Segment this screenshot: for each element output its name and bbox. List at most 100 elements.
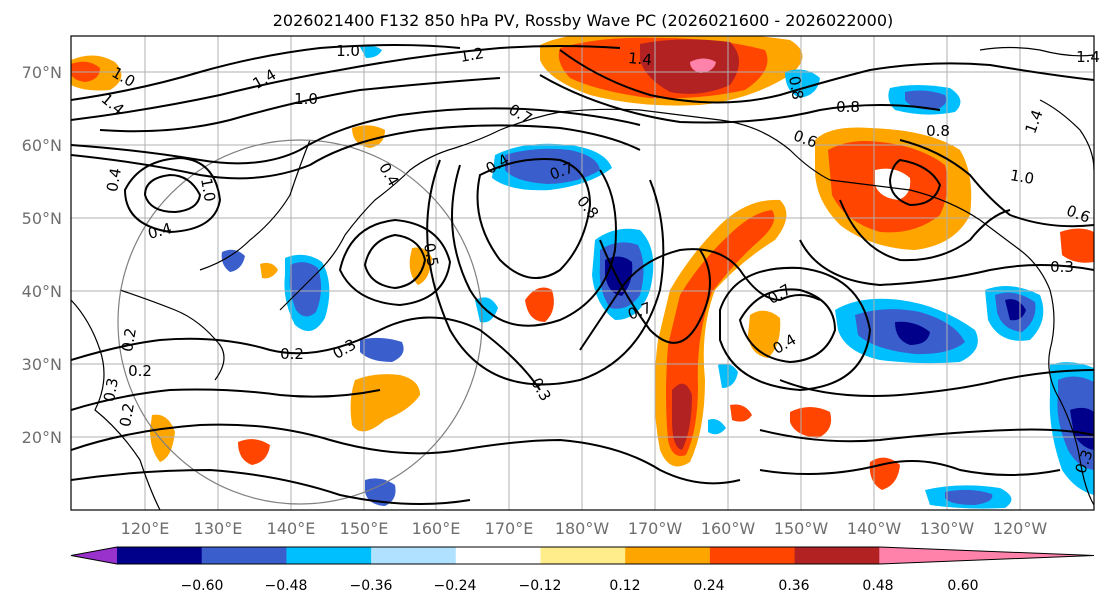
colorbar-tick-labels: −0.60 −0.48 −0.36 −0.24 −0.12 0.12 0.24 … <box>181 578 979 594</box>
anomaly-negative <box>289 262 322 317</box>
colorbar-segment <box>540 547 626 564</box>
lon-label: 170°W <box>628 519 683 538</box>
contour-label: 0.3 <box>100 377 122 404</box>
contour-label: 1.4 <box>627 49 652 69</box>
lon-label: 130°E <box>194 519 243 538</box>
lat-label: 50°N <box>22 209 62 228</box>
contour-label: 0.2 <box>280 345 304 363</box>
contour-label: 0.8 <box>926 122 950 140</box>
contour-label: 0.5 <box>420 242 442 269</box>
anomaly-positive <box>690 58 716 73</box>
lon-label: 160°W <box>701 519 756 538</box>
contour-label: 1.4 <box>1076 48 1100 66</box>
colorbar-tick-label: 0.60 <box>947 578 978 594</box>
contour-label: 0.2 <box>116 402 138 429</box>
map-frame <box>70 35 1095 511</box>
longitude-labels: 120°E 130°E 140°E 150°E 160°E 170°E 180°… <box>121 519 1048 538</box>
anomaly-positive <box>350 374 420 432</box>
anomaly-positive <box>730 404 752 422</box>
anomaly-positive <box>640 39 739 94</box>
graticule <box>71 36 1094 510</box>
contour-label: 1.0 <box>197 177 219 204</box>
lon-label: 170°E <box>485 519 534 538</box>
colorbar-segment <box>117 547 203 564</box>
colorbar-segment <box>709 547 796 564</box>
anomaly-negative <box>365 478 396 506</box>
colorbar-segment <box>625 547 711 564</box>
lon-label: 160°E <box>412 519 461 538</box>
lat-label: 40°N <box>22 282 62 301</box>
contour-label: 0.3 <box>1050 258 1074 276</box>
lat-label: 70°N <box>22 63 62 82</box>
anomaly-positive <box>672 383 692 450</box>
contour-label: 1.0 <box>336 42 360 60</box>
anomaly-positive <box>875 168 911 200</box>
colorbar-tick-label: −0.36 <box>350 578 393 594</box>
anomaly-positive <box>238 439 270 465</box>
lon-label: 140°E <box>267 519 316 538</box>
anomaly-positive <box>790 407 832 438</box>
lon-label: 150°E <box>340 519 389 538</box>
lat-label: 30°N <box>22 355 62 374</box>
colorbar-tick-label: −0.12 <box>519 578 562 594</box>
contour-label: 0.8 <box>836 98 860 116</box>
colorbar-tick-label: 0.48 <box>862 578 893 594</box>
anomaly-negative <box>1070 407 1094 450</box>
anomaly-negative <box>1005 299 1026 321</box>
contour-label: 0.4 <box>103 167 125 194</box>
anomaly-positive <box>260 262 278 279</box>
reference-circle <box>117 139 483 505</box>
anomaly-negative <box>505 148 600 184</box>
colorbar <box>70 546 1095 565</box>
contour-label: 0.2 <box>128 362 152 380</box>
colorbar-segment <box>455 547 541 564</box>
colorbar-segment <box>794 547 880 564</box>
lon-label: 120°E <box>121 519 170 538</box>
colorbar-tick-label: −0.60 <box>181 578 224 594</box>
anomaly-shading <box>71 36 1094 509</box>
anomaly-negative <box>945 489 993 505</box>
lon-label: 130°W <box>920 519 975 538</box>
map-area <box>71 36 1094 510</box>
pv-contours <box>71 44 1094 505</box>
anomaly-negative <box>895 321 930 345</box>
colorbar-outline <box>70 546 1095 565</box>
latitude-labels: 70°N 60°N 50°N 40°N 30°N 20°N <box>22 63 62 447</box>
contour-label: 0.2 <box>118 327 140 354</box>
anomaly-negative <box>360 337 404 362</box>
anomaly-negative <box>708 419 726 435</box>
colorbar-tick-label: −0.24 <box>434 578 477 594</box>
contour-label: 1.0 <box>1009 166 1036 188</box>
contour-label: 0.8 <box>785 75 807 102</box>
colorbar-segment <box>201 547 287 564</box>
colorbar-segment <box>286 547 372 564</box>
anomaly-positive <box>150 414 175 462</box>
lon-label: 140°W <box>847 519 902 538</box>
contour-label: 1.0 <box>294 90 318 108</box>
colorbar-segment <box>371 547 457 564</box>
lat-label: 60°N <box>22 136 62 155</box>
contour-label: 1.2 <box>459 44 486 66</box>
anomaly-positive <box>409 247 432 285</box>
colorbar-tick-label: 0.12 <box>609 578 640 594</box>
colorbar-extension-high <box>879 547 1094 564</box>
anomaly-negative <box>905 90 947 110</box>
anomaly-positive <box>525 287 554 322</box>
lat-label: 20°N <box>22 428 62 447</box>
colorbar-tick-label: 0.24 <box>693 578 724 594</box>
colorbar-tick-label: −0.48 <box>265 578 308 594</box>
contour-label: 0.4 <box>146 219 174 243</box>
lon-label: 120°W <box>993 519 1048 538</box>
anomaly-negative <box>221 249 245 272</box>
anomaly-positive <box>748 310 781 358</box>
anomaly-negative <box>360 45 382 58</box>
coastlines <box>71 46 1094 510</box>
anomaly-positive <box>666 210 775 456</box>
anomaly-positive <box>1060 228 1094 263</box>
colorbar-tick-label: 0.36 <box>778 578 809 594</box>
lon-label: 150°W <box>774 519 829 538</box>
map-title: 2026021400 F132 850 hPa PV, Rossby Wave … <box>273 11 894 30</box>
lon-label: 180°W <box>555 519 610 538</box>
colorbar-extension-low <box>71 547 117 564</box>
